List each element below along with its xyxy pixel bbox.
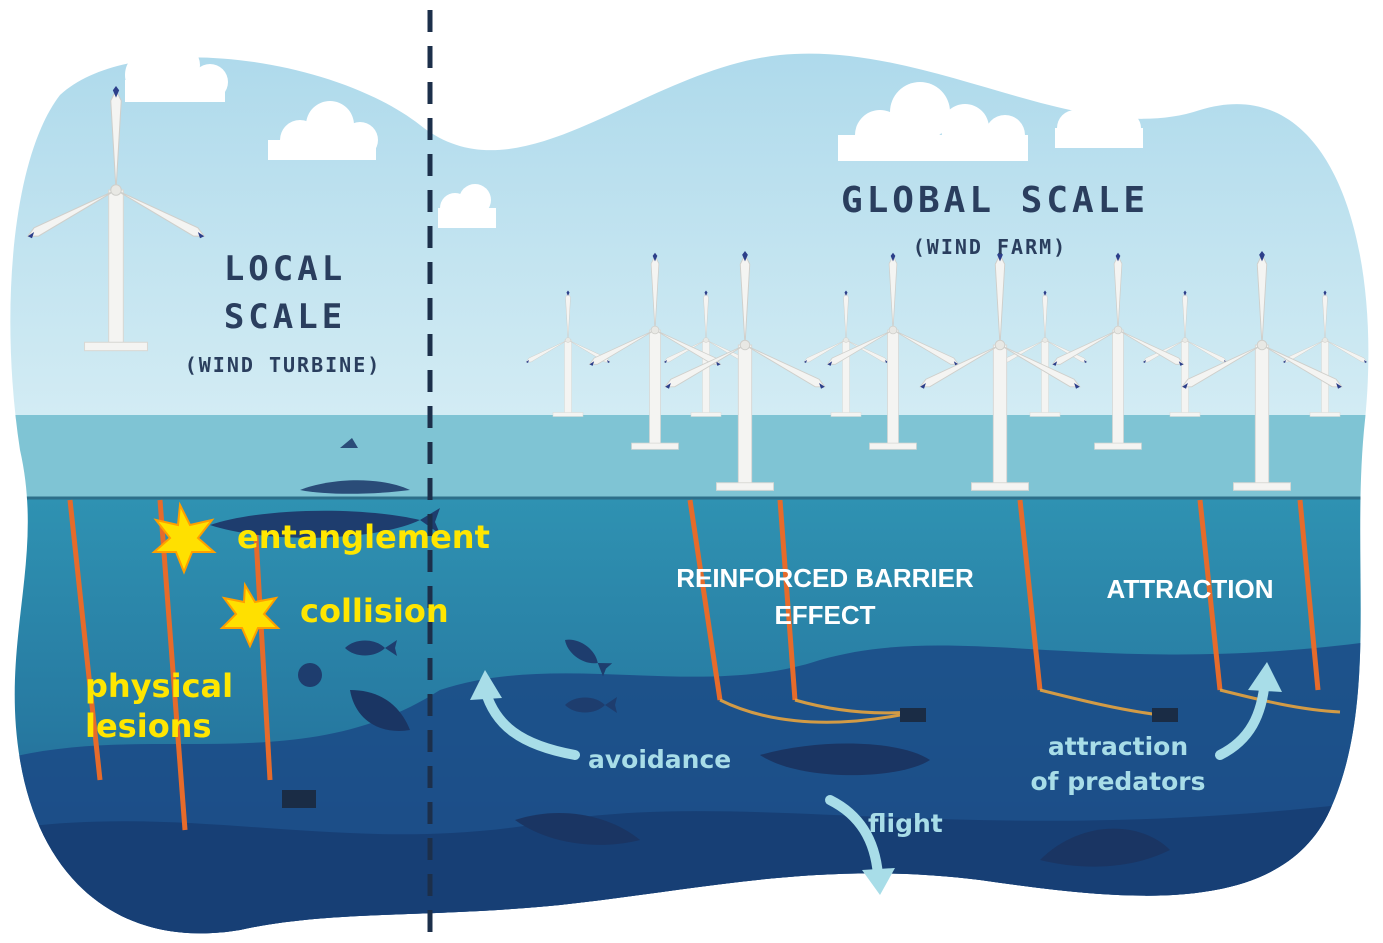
whale: [760, 743, 930, 776]
impact-star-collision: [219, 581, 281, 649]
attraction-of-predators-label-line1: attraction: [1048, 732, 1188, 761]
local-scale-title-line1: LOCAL: [224, 249, 346, 289]
dolphin: [515, 812, 640, 845]
physical-lesions-label-line1: physical: [85, 667, 233, 705]
avoidance-label: avoidance: [588, 745, 731, 774]
marine-life: [210, 508, 1170, 867]
dolphins: [300, 438, 410, 494]
flight-label: flight: [868, 809, 943, 838]
shark: [350, 690, 410, 731]
avoidance-arrow: [480, 685, 580, 760]
global-scale-title: GLOBAL SCALE: [841, 180, 1149, 221]
cloud: [438, 184, 496, 228]
turtle: [298, 663, 322, 687]
whale: [210, 508, 440, 538]
local-scale-title-line2: SCALE: [224, 297, 346, 337]
barrier-effect-label-line1: REINFORCED BARRIER: [676, 563, 974, 593]
impact-star-entanglement: [151, 501, 217, 575]
attraction-of-predators-label-line2: of predators: [1030, 767, 1205, 796]
seabed-cables: [719, 688, 1341, 724]
entanglement-label: entanglement: [237, 518, 490, 556]
flight-arrow: [825, 795, 883, 880]
clouds: [125, 45, 1143, 228]
cloud: [125, 45, 228, 102]
cloud: [838, 82, 1028, 161]
physical-lesions-label-line2: lesions: [85, 707, 212, 745]
global-scale-subtitle: (WIND FARM): [913, 235, 1067, 259]
cloud: [268, 101, 378, 160]
cloud: [1055, 94, 1143, 148]
barrier-effect-label-line2: EFFECT: [774, 600, 875, 630]
local-scale-subtitle: (WIND TURBINE): [185, 353, 382, 377]
sea-surface: [10, 415, 1369, 500]
foundation-cables: [67, 499, 1321, 831]
arrow-heads: [470, 662, 1282, 895]
collision-label: collision: [300, 592, 449, 630]
seal: [1040, 828, 1170, 867]
attraction-label: ATTRACTION: [1106, 574, 1273, 604]
